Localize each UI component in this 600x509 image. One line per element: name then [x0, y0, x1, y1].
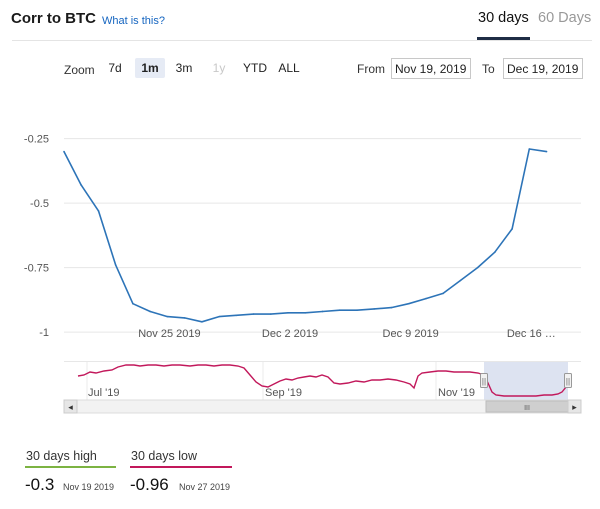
navigator-right-handle-grip: ||: [566, 377, 570, 386]
to-date-input[interactable]: [503, 58, 583, 79]
high-date: Nov 19 2019: [63, 482, 115, 492]
page-title: Corr to BTC: [11, 10, 96, 27]
navigator-label-nov: Nov '19: [438, 387, 475, 399]
navigator-label-sep: Sep '19: [265, 387, 302, 399]
data-point: [63, 150, 65, 153]
data-point: [356, 309, 358, 311]
data-point: [149, 310, 151, 313]
x-tick-label: Dec 16 …: [507, 328, 556, 340]
zoom-label: Zoom: [64, 63, 95, 77]
header-divider: [12, 40, 592, 41]
x-tick-label: Dec 2 2019: [262, 328, 318, 340]
navigator-series-line: [77, 364, 569, 397]
navigator-selected-mask[interactable]: [484, 362, 568, 400]
navigator-label-jul: Jul '19: [88, 387, 119, 399]
high-label: 30 days high: [26, 449, 97, 463]
data-point: [235, 314, 238, 317]
zoom-7d-button[interactable]: 7d: [108, 61, 122, 75]
zoom-ytd-button[interactable]: YTD: [243, 61, 267, 75]
help-link[interactable]: What is this?: [102, 15, 165, 27]
high-value: -0.3: [25, 475, 55, 494]
to-label: To: [482, 62, 495, 76]
data-point: [166, 315, 169, 318]
navigator-scrollbar[interactable]: ◂ III ▸: [63, 399, 582, 414]
data-point: [132, 302, 134, 305]
data-point: [321, 310, 324, 313]
scrollbar-thumb-grip-icon: III: [524, 405, 530, 412]
scroll-left-button[interactable]: [63, 399, 78, 414]
zoom-1y-button: 1y: [212, 61, 226, 75]
active-tab-indicator: [477, 37, 530, 40]
data-point: [442, 292, 444, 295]
data-point: [494, 251, 496, 253]
range-toolbar: Zoom 7d 1m 3m 1y YTD ALL From To: [0, 58, 600, 82]
data-point: [545, 150, 548, 153]
navigator-right-handle-box[interactable]: [564, 373, 572, 388]
data-point: [270, 313, 272, 315]
x-tick-label: Nov 25 2019: [138, 328, 200, 340]
data-point: [407, 302, 410, 305]
data-point: [373, 308, 376, 310]
low-value: -0.96: [130, 475, 169, 494]
data-point: [80, 184, 83, 186]
data-point: [390, 306, 393, 309]
series-layer: [63, 148, 548, 323]
y-tick-label: -0.25: [24, 134, 49, 146]
navigator-left-handle-box[interactable]: [480, 373, 488, 388]
data-point: [425, 297, 427, 300]
zoom-1m-button[interactable]: 1m: [135, 58, 165, 78]
x-tick-label: Dec 9 2019: [383, 328, 439, 340]
header: Corr to BTC What is this? 30 days 60 Day…: [0, 0, 600, 42]
scroll-right-button[interactable]: [567, 399, 582, 414]
from-label: From: [357, 62, 385, 76]
stats-panel: 30 days high -0.3 Nov 19 2019 30 days lo…: [0, 440, 600, 509]
data-point: [218, 315, 220, 318]
data-point: [287, 311, 289, 314]
navigator[interactable]: || || Jul '19 Sep '19 Nov '19: [64, 361, 581, 400]
low-date: Nov 27 2019: [179, 482, 231, 492]
data-point: [511, 228, 513, 230]
data-point: [97, 210, 100, 212]
navigator-right-handle[interactable]: ||: [564, 373, 572, 388]
data-point: [201, 320, 203, 323]
zoom-all-button[interactable]: ALL: [278, 61, 300, 75]
y-tick-label: -1: [39, 327, 49, 339]
x-axis-labels: Nov 25 2019 Dec 2 2019 Dec 9 2019 Dec 16 …: [138, 328, 556, 340]
y-axis-labels: -0.25 -0.5 -0.75 -1: [24, 134, 49, 339]
data-point: [459, 279, 462, 282]
series-line: [63, 148, 547, 323]
y-tick-label: -0.5: [30, 198, 49, 210]
data-point: [476, 266, 479, 269]
correlation-chart: -0.25 -0.5 -0.75 -1 Nov 25 2019 Dec 2 2019 De…: [24, 134, 582, 414]
navigator-left-handle[interactable]: ||: [480, 373, 488, 388]
data-point: [304, 311, 307, 314]
data-point: [528, 148, 531, 150]
data-point: [183, 317, 186, 319]
y-tick-label: -0.75: [24, 263, 49, 275]
data-point: [114, 264, 117, 266]
data-point: [252, 313, 255, 315]
tab-60-days[interactable]: 60 Days: [538, 10, 592, 26]
data-point: [338, 309, 341, 311]
grid-lines: [64, 138, 581, 333]
low-indicator-line: [130, 466, 232, 468]
zoom-3m-button[interactable]: 3m: [175, 61, 193, 75]
low-label: 30 days low: [131, 449, 198, 463]
navigator-left-handle-grip: ||: [482, 377, 486, 386]
tab-30-days[interactable]: 30 days: [478, 10, 529, 26]
scroll-left-arrow-icon: ◂: [68, 403, 73, 413]
from-date-input[interactable]: [391, 58, 471, 79]
scroll-right-arrow-icon: ▸: [572, 403, 577, 413]
high-indicator-line: [25, 466, 116, 468]
